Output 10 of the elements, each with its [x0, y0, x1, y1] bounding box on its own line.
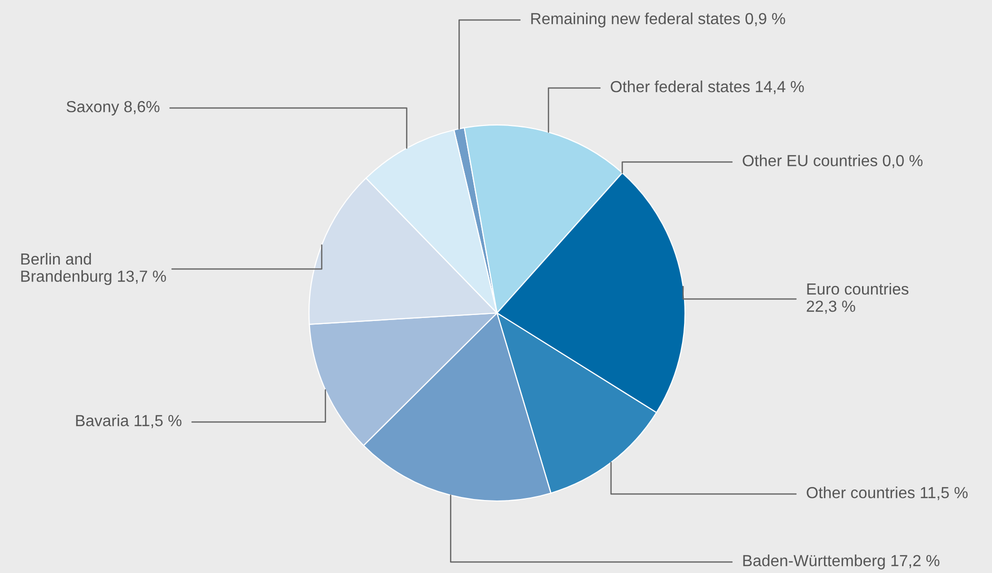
slice-label: Other federal states 14,4 % [610, 80, 804, 94]
slice-label: Other countries 11,5 % [806, 486, 968, 500]
slice-label: Saxony 8,6% [66, 100, 160, 116]
slice-label: Remaining new federal states 0,9 % [531, 12, 786, 28]
slice-label: Berlin and Brandenburg 13,7 % [21, 252, 166, 286]
slice-label: Baden-Württemberg 17,2 % [743, 554, 940, 570]
data-label: 22,3 % [806, 300, 856, 314]
slice-label: Bavaria 11,5 % [76, 414, 182, 428]
category-label: Other EU countries 0,0 % [742, 154, 923, 168]
slice-label: Euro countries [807, 282, 908, 295]
